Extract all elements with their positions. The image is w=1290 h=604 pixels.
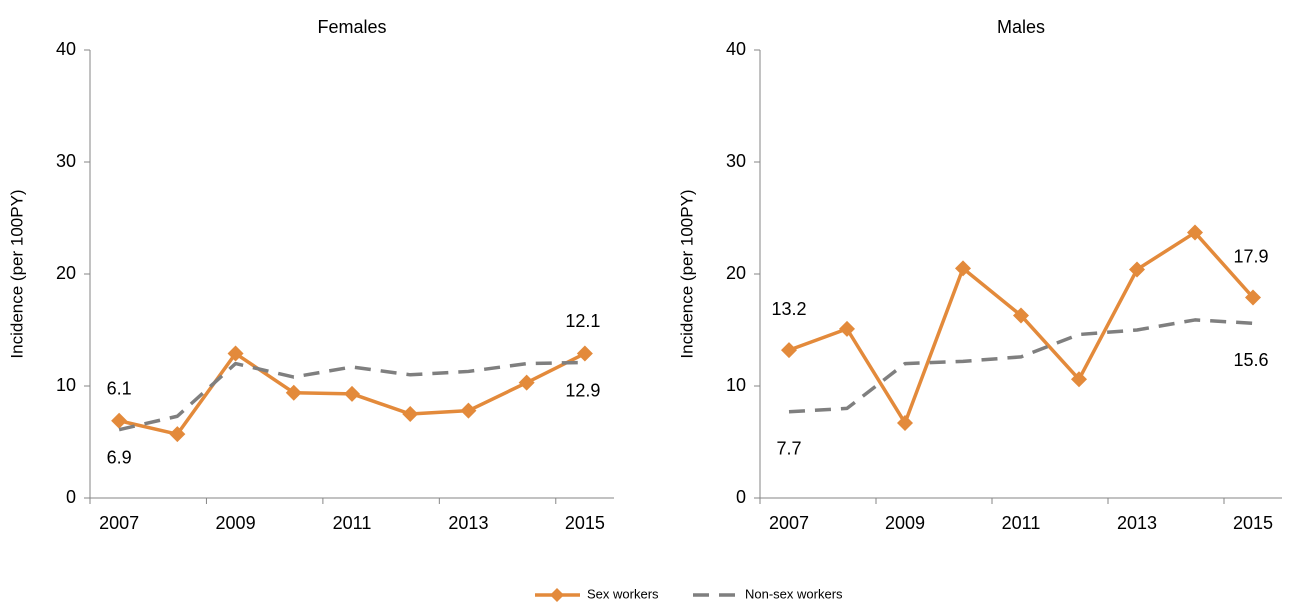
data-label: 15.6 [1233,350,1268,370]
marker [1071,371,1087,388]
marker [839,320,855,337]
series-line [788,318,1254,414]
data-label: 6.9 [107,447,132,467]
marker [781,342,797,359]
x-tick-label: 2011 [1002,513,1041,533]
marker [111,412,128,429]
data-label: 12.1 [565,311,600,331]
y-tick-label: 0 [66,487,76,507]
y-tick-label: 10 [56,375,76,395]
marker [285,384,302,401]
marker [897,414,913,431]
x-tick-label: 2009 [216,513,256,533]
data-label: 12.9 [565,380,600,400]
series-line [118,360,585,432]
x-tick-label: 2009 [885,513,925,533]
legend-label: Sex workers [587,586,659,601]
y-axis-label: Incidence (per 100PY) [7,189,26,358]
x-tick-label: 2007 [769,513,809,533]
x-tick-label: 2013 [448,513,488,533]
marker [518,374,535,391]
y-tick-label: 20 [726,263,746,283]
data-label: 7.7 [776,439,801,459]
marker [460,402,477,419]
marker [402,406,419,422]
x-tick-label: 2015 [1233,513,1273,533]
y-axis-label: Incidence (per 100PY) [677,189,696,358]
x-tick-label: 2011 [333,513,372,533]
x-tick-label: 2015 [565,513,605,533]
marker [576,345,593,362]
marker [227,345,244,362]
y-tick-label: 30 [726,151,746,171]
y-tick-label: 0 [736,487,746,507]
marker [955,260,971,277]
x-tick-label: 2013 [1117,513,1157,533]
y-tick-label: 40 [56,39,76,59]
data-label: 17.9 [1233,246,1268,266]
legend-marker [550,588,564,602]
y-tick-label: 20 [56,263,76,283]
data-label: 6.1 [107,378,132,398]
y-tick-label: 40 [726,39,746,59]
marker [1187,224,1203,241]
data-label: 13.2 [771,299,806,319]
y-tick-label: 10 [726,375,746,395]
chart-title: Females [317,17,386,37]
marker [1129,261,1145,278]
marker [344,385,360,402]
series-line [788,230,1255,425]
marker [169,426,186,443]
legend-label: Non-sex workers [745,586,843,601]
x-tick-label: 2007 [99,513,139,533]
y-tick-label: 30 [56,151,76,171]
marker [1013,307,1029,324]
marker [1245,289,1261,306]
chart-title: Males [997,17,1045,37]
